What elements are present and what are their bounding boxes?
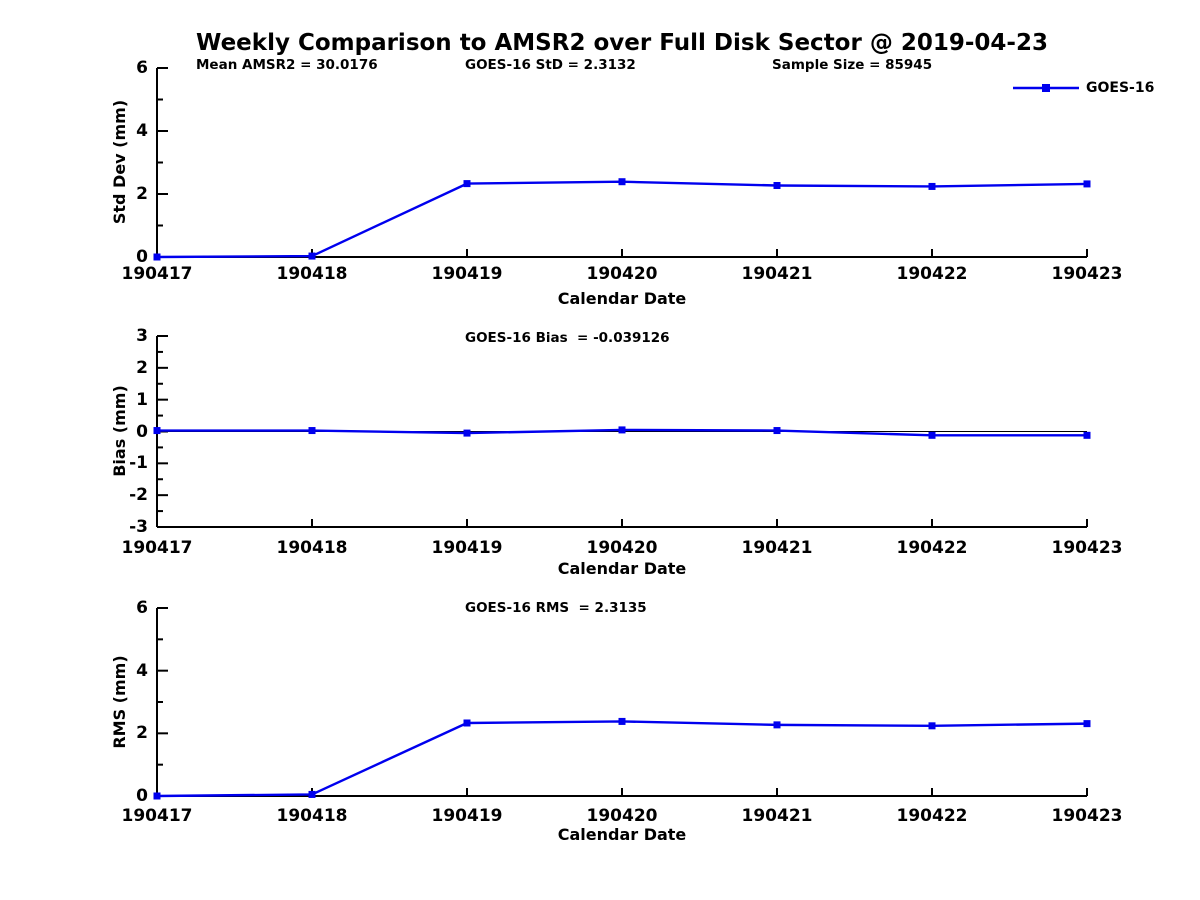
data-point-marker bbox=[618, 426, 626, 434]
annotation-goes16-std: GOES-16 StD = 2.3132 bbox=[465, 57, 636, 73]
y-tick-label: 0 bbox=[136, 421, 148, 442]
x-tick-label: 190420 bbox=[586, 264, 658, 284]
data-point-marker bbox=[1083, 431, 1091, 439]
legend: GOES-16 bbox=[1013, 80, 1154, 96]
x-tick-label: 190419 bbox=[431, 264, 503, 284]
y-tick-label: 0 bbox=[136, 247, 148, 267]
x-tick-label: 190423 bbox=[1051, 538, 1123, 558]
x-tick-label: 190421 bbox=[741, 538, 813, 558]
y-tick-label: 1 bbox=[136, 389, 148, 410]
x-tick-label: 190418 bbox=[276, 806, 348, 826]
data-point-marker bbox=[153, 253, 161, 261]
data-line bbox=[156, 720, 1088, 798]
data-point-marker bbox=[928, 431, 936, 439]
data-point-marker bbox=[463, 719, 471, 727]
y-tick-label: 3 bbox=[136, 326, 148, 346]
annotation-sample-size: Sample Size = 85945 bbox=[772, 57, 933, 73]
x-tick-label: 190422 bbox=[896, 264, 968, 284]
data-line bbox=[156, 180, 1088, 259]
y-tick-label: -3 bbox=[129, 517, 148, 537]
data-point-marker bbox=[308, 790, 316, 798]
annotation-goes16-bias: GOES-16 Bias = -0.039126 bbox=[465, 330, 670, 346]
x-tick-label: 190421 bbox=[741, 264, 813, 284]
y-tick-label: 0 bbox=[136, 786, 148, 806]
data-point-marker bbox=[618, 178, 626, 186]
x-tick-label: 190419 bbox=[431, 538, 503, 558]
y-tick-label: 2 bbox=[136, 184, 148, 204]
data-point-marker bbox=[618, 717, 626, 725]
data-point-marker bbox=[153, 427, 161, 435]
x-tick-label: 190423 bbox=[1051, 806, 1123, 826]
data-point-marker bbox=[1083, 720, 1091, 728]
xlabel-calendar-date-1: Calendar Date bbox=[557, 289, 687, 308]
xlabel-calendar-date-3: Calendar Date bbox=[557, 825, 687, 844]
data-point-marker bbox=[928, 722, 936, 730]
data-point-marker bbox=[928, 182, 936, 190]
ylabel-std-dev: Std Dev (mm) bbox=[110, 99, 129, 225]
data-point-marker bbox=[463, 180, 471, 188]
figure-title: Weekly Comparison to AMSR2 over Full Dis… bbox=[196, 30, 1048, 56]
x-tick-label: 190420 bbox=[586, 538, 658, 558]
x-tick-label: 190418 bbox=[276, 264, 348, 284]
data-point-marker bbox=[773, 721, 781, 729]
ylabel-rms: RMS (mm) bbox=[110, 655, 129, 749]
x-tick-label: 190420 bbox=[586, 806, 658, 826]
legend-label: GOES-16 bbox=[1086, 80, 1155, 96]
y-tick-label: 2 bbox=[136, 357, 148, 378]
data-point-marker bbox=[773, 181, 781, 189]
data-point-marker bbox=[463, 429, 471, 437]
x-tick-label: 190418 bbox=[276, 538, 348, 558]
data-point-marker bbox=[153, 792, 161, 800]
x-tick-label: 190421 bbox=[741, 806, 813, 826]
data-point-marker bbox=[308, 252, 316, 260]
data-point-marker bbox=[773, 427, 781, 435]
y-tick-label: -2 bbox=[129, 485, 148, 506]
legend-line-marker-icon bbox=[1013, 84, 1079, 92]
y-tick-label: 4 bbox=[136, 660, 148, 681]
x-tick-label: 190417 bbox=[121, 264, 193, 284]
x-tick-label: 190422 bbox=[896, 806, 968, 826]
x-tick-label: 190423 bbox=[1051, 264, 1123, 284]
annotation-goes16-rms: GOES-16 RMS = 2.3135 bbox=[465, 600, 647, 616]
x-tick-label: 190419 bbox=[431, 806, 503, 826]
y-tick-label: 2 bbox=[136, 723, 148, 744]
x-tick-label: 190417 bbox=[121, 806, 193, 826]
annotation-mean-amsr2: Mean AMSR2 = 30.0176 bbox=[196, 57, 378, 73]
y-tick-label: 6 bbox=[136, 598, 148, 618]
y-tick-label: 4 bbox=[136, 121, 148, 141]
y-tick-label: 6 bbox=[136, 58, 148, 78]
data-point-marker bbox=[1083, 180, 1091, 188]
x-tick-label: 190417 bbox=[121, 538, 193, 558]
xlabel-calendar-date-2: Calendar Date bbox=[557, 559, 687, 578]
y-tick-label: -1 bbox=[129, 453, 148, 474]
x-tick-label: 190422 bbox=[896, 538, 968, 558]
data-point-marker bbox=[308, 427, 316, 435]
